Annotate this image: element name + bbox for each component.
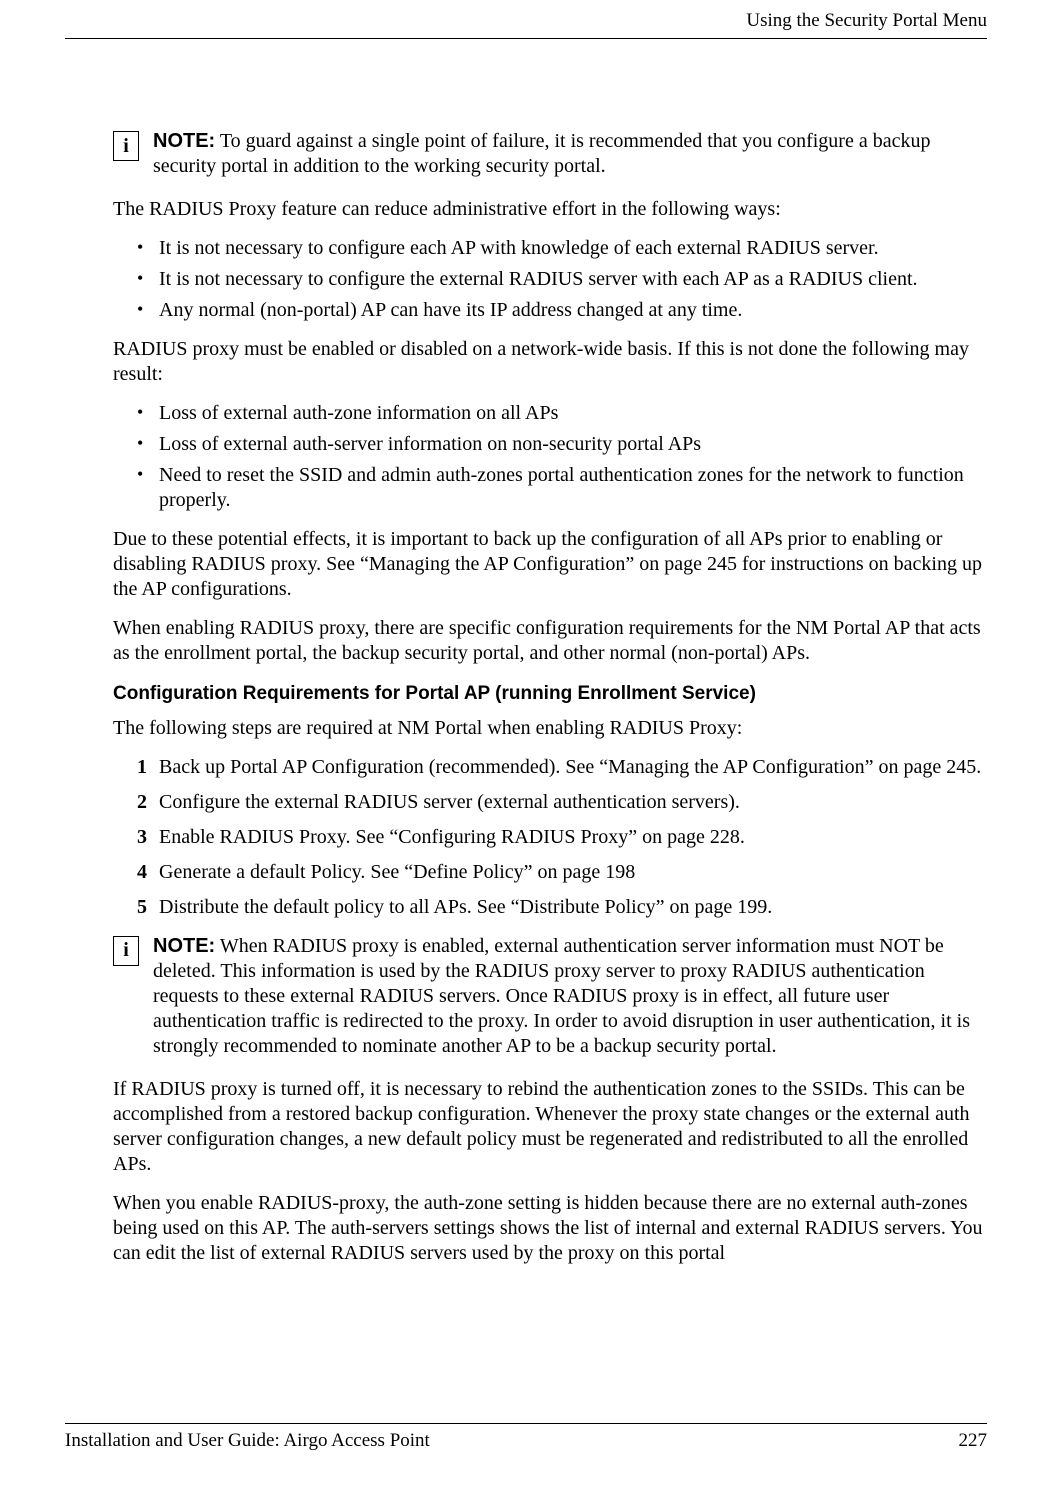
list-item: Any normal (non-portal) AP can have its … xyxy=(137,298,987,323)
step-item: Generate a default Policy. See “Define P… xyxy=(137,860,987,885)
info-icon: i xyxy=(113,131,139,161)
note-label: NOTE: xyxy=(153,130,215,152)
note-body: To guard against a single point of failu… xyxy=(153,130,930,177)
paragraph: Due to these potential effects, it is im… xyxy=(113,527,987,602)
step-item: Back up Portal AP Configuration (recomme… xyxy=(137,755,987,780)
note-text-2: NOTE: When RADIUS proxy is enabled, exte… xyxy=(153,934,987,1059)
bullet-list-2: Loss of external auth-zone information o… xyxy=(113,401,987,513)
paragraph: The following steps are required at NM P… xyxy=(113,716,987,741)
intro-paragraph: The RADIUS Proxy feature can reduce admi… xyxy=(113,197,987,222)
note-block-2: i NOTE: When RADIUS proxy is enabled, ex… xyxy=(113,934,987,1059)
paragraph: If RADIUS proxy is turned off, it is nec… xyxy=(113,1077,987,1177)
paragraph: When you enable RADIUS-proxy, the auth-z… xyxy=(113,1191,987,1266)
bullet-list-1: It is not necessary to configure each AP… xyxy=(113,236,987,323)
list-item: Loss of external auth-zone information o… xyxy=(137,401,987,426)
list-item: It is not necessary to configure each AP… xyxy=(137,236,987,261)
header-title: Using the Security Portal Menu xyxy=(746,10,987,31)
step-item: Enable RADIUS Proxy. See “Configuring RA… xyxy=(137,825,987,850)
list-item: It is not necessary to configure the ext… xyxy=(137,267,987,292)
step-item: Configure the external RADIUS server (ex… xyxy=(137,790,987,815)
document-page: Using the Security Portal Menu i NOTE: T… xyxy=(0,0,1052,1492)
page-content: i NOTE: To guard against a single point … xyxy=(113,129,987,1266)
page-footer: Installation and User Guide: Airgo Acces… xyxy=(65,1423,987,1452)
note-body: When RADIUS proxy is enabled, external a… xyxy=(153,935,970,1057)
paragraph: RADIUS proxy must be enabled or disabled… xyxy=(113,337,987,387)
paragraph: When enabling RADIUS proxy, there are sp… xyxy=(113,616,987,666)
list-item: Need to reset the SSID and admin auth-zo… xyxy=(137,463,987,513)
footer-page-number: 227 xyxy=(959,1430,988,1452)
list-item: Loss of external auth-server information… xyxy=(137,432,987,457)
info-icon: i xyxy=(113,936,139,966)
page-header: Using the Security Portal Menu xyxy=(65,10,987,39)
note-block-1: i NOTE: To guard against a single point … xyxy=(113,129,987,179)
step-item: Distribute the default policy to all APs… xyxy=(137,895,987,920)
note-text-1: NOTE: To guard against a single point of… xyxy=(153,129,987,179)
note-label: NOTE: xyxy=(153,935,215,957)
footer-guide-title: Installation and User Guide: Airgo Acces… xyxy=(65,1430,430,1452)
subheading-config-requirements: Configuration Requirements for Portal AP… xyxy=(113,682,987,706)
step-list: Back up Portal AP Configuration (recomme… xyxy=(113,755,987,920)
